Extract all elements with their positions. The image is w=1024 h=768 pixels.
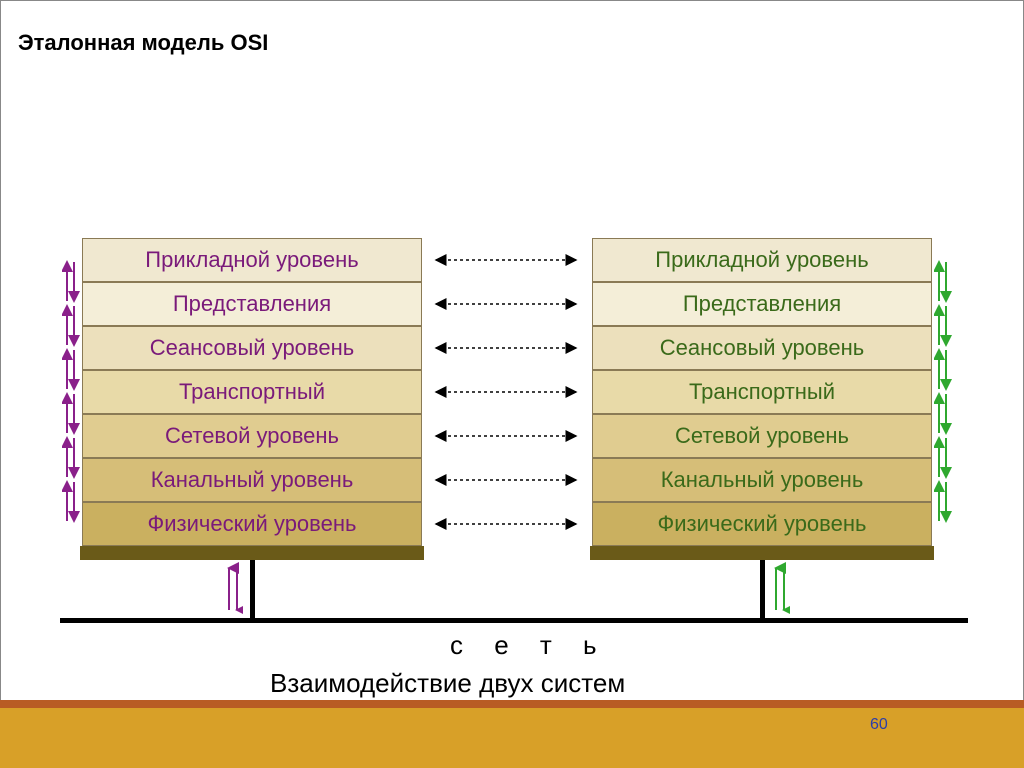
peer-arrow-5 (430, 479, 582, 481)
layer-physical-right: Физический уровень (592, 502, 932, 546)
layer-label: Сетевой уровень (675, 423, 849, 449)
net-arrow-right (772, 562, 790, 616)
peer-arrow-4 (430, 435, 582, 437)
osi-stack-right: Прикладной уровень Представления Сеансов… (592, 238, 932, 546)
layer-label: Сетевой уровень (165, 423, 339, 449)
layer-presentation-right: Представления (592, 282, 932, 326)
layer-label: Сеансовый уровень (660, 335, 864, 361)
layer-datalink-left: Канальный уровень (82, 458, 422, 502)
layer-session-left: Сеансовый уровень (82, 326, 422, 370)
net-backbone (60, 618, 968, 623)
layer-label: Канальный уровень (151, 467, 354, 493)
peer-arrow-3 (430, 391, 582, 393)
peer-arrow-1 (430, 303, 582, 305)
layer-label: Канальный уровень (661, 467, 864, 493)
layer-transport-left: Транспортный (82, 370, 422, 414)
layer-label: Сеансовый уровень (150, 335, 354, 361)
layer-presentation-left: Представления (82, 282, 422, 326)
peer-arrow-2 (430, 347, 582, 349)
net-connector-left (250, 560, 255, 618)
layer-session-right: Сеансовый уровень (592, 326, 932, 370)
network-label: с е т ь (450, 630, 609, 661)
layer-label: Представления (683, 291, 841, 317)
peer-arrow-6 (430, 523, 582, 525)
stack-base-right (590, 546, 934, 560)
layer-label: Прикладной уровень (655, 247, 868, 273)
layer-label: Транспортный (689, 379, 835, 405)
stack-base-left (80, 546, 424, 560)
layer-transport-right: Транспортный (592, 370, 932, 414)
layer-physical-left: Физический уровень (82, 502, 422, 546)
layer-application-left: Прикладной уровень (82, 238, 422, 282)
page-number: 60 (870, 716, 888, 734)
layer-label: Представления (173, 291, 331, 317)
peer-arrow-0 (430, 259, 582, 261)
footer-stripe-top (0, 700, 1024, 708)
v-arrow-R-5 (934, 477, 952, 532)
layer-label: Транспортный (179, 379, 325, 405)
layer-network-right: Сетевой уровень (592, 414, 932, 458)
layer-label: Физический уровень (148, 511, 357, 537)
osi-stack-left: Прикладной уровень Представления Сеансов… (82, 238, 422, 546)
layer-label: Физический уровень (658, 511, 867, 537)
layer-application-right: Прикладной уровень (592, 238, 932, 282)
layer-datalink-right: Канальный уровень (592, 458, 932, 502)
layer-label: Прикладной уровень (145, 247, 358, 273)
subtitle: Взаимодействие двух систем (270, 668, 625, 699)
v-arrow-L-5 (62, 477, 80, 532)
net-arrow-left (225, 562, 243, 616)
layer-network-left: Сетевой уровень (82, 414, 422, 458)
net-connector-right (760, 560, 765, 618)
page-title: Эталонная модель OSI (18, 30, 268, 56)
